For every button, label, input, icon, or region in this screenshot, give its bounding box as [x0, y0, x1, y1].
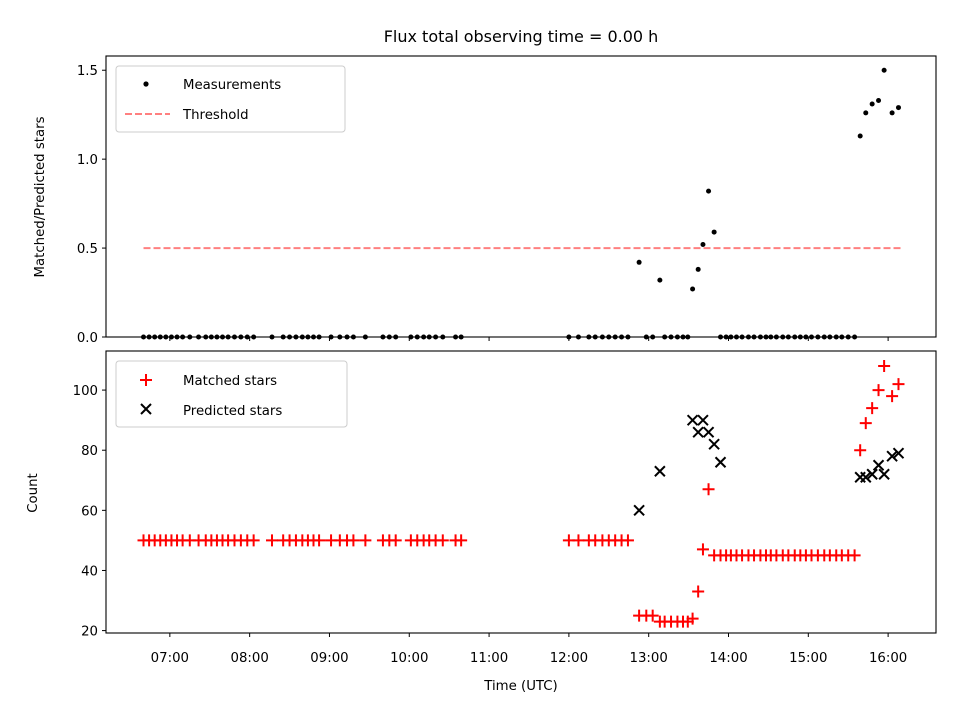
matched-star-point	[359, 534, 372, 547]
x-tick-label: 09:00	[310, 651, 348, 666]
matched-star-point	[866, 402, 879, 415]
predicted-star-point	[860, 471, 872, 483]
predicted-star-point	[886, 450, 898, 462]
top-axes-frame	[105, 55, 937, 338]
bottom-legend-box	[115, 360, 348, 428]
bottom-y-axis: 20 40 60 80 100	[73, 384, 106, 640]
x-tick-label: 13:00	[630, 651, 668, 666]
top-y-tick-label: 0.0	[77, 331, 98, 346]
matched-star-point	[436, 534, 449, 547]
bottom-axes-frame	[105, 350, 937, 634]
top-x-ticks	[169, 337, 889, 341]
matched-star-point	[347, 534, 360, 547]
top-panel: 0.0 0.5 1.0 1.5 Matched/Predicted stars Mea…	[33, 55, 937, 346]
x-tick-label: 11:00	[470, 651, 508, 666]
predicted-star-point	[692, 426, 704, 438]
bottom-y-tick-label: 60	[81, 504, 98, 519]
predicted-star-point	[686, 414, 699, 426]
matched-star-point	[859, 417, 872, 430]
measurement-point	[695, 266, 701, 272]
matched-star-point	[892, 378, 905, 391]
matched-star-point	[854, 444, 867, 457]
top-y-tick-label: 1.5	[77, 64, 98, 79]
bottom-panel: 20 40 60 80 100 07:00 08:00 09:00 10:00 11:00 12:…	[26, 350, 937, 694]
matched-star-point	[455, 534, 468, 547]
x-tick-label: 16:00	[869, 651, 907, 666]
matched-star-point	[313, 534, 326, 547]
matched-star-point	[686, 612, 699, 625]
measurement-point	[869, 101, 875, 107]
bottom-y-tick-label: 80	[81, 444, 98, 459]
chart-title: Flux total observing time = 0.00 h	[384, 27, 659, 46]
top-legend-box	[115, 65, 346, 133]
measurement-point	[690, 286, 696, 292]
matched-star-point	[702, 483, 715, 496]
matched-star-point	[878, 360, 891, 373]
matched-star-point	[646, 609, 659, 622]
predicted-star-point	[892, 447, 905, 459]
legend-matched-label: Matched stars	[183, 374, 277, 389]
x-tick-label: 15:00	[789, 651, 827, 666]
bottom-y-axis-label: Count	[26, 473, 41, 513]
legend-predicted-label: Predicted stars	[183, 404, 282, 419]
predicted-star-point	[697, 414, 709, 426]
measurement-point	[657, 277, 663, 283]
bottom-legend: Matched stars Predicted stars	[115, 360, 348, 428]
top-legend: Measurements Threshold	[115, 65, 346, 133]
matched-star-point	[692, 585, 705, 598]
predicted-star-point	[714, 456, 727, 468]
bottom-y-tick-label: 20	[81, 625, 98, 640]
legend-threshold-label: Threshold	[182, 108, 249, 123]
matched-star-point	[696, 543, 709, 556]
measurement-point	[863, 110, 869, 116]
bottom-y-tick-label: 100	[73, 384, 98, 399]
x-tick-label: 14:00	[709, 651, 747, 666]
bottom-x-axis: 07:00 08:00 09:00 10:00 11:00 12:00 13:00 14:00…	[151, 633, 907, 666]
measurement-point	[711, 229, 717, 235]
x-tick-label: 08:00	[230, 651, 268, 666]
measurement-point	[876, 97, 882, 103]
predicted-star-point	[654, 465, 666, 477]
matched-star-point	[572, 534, 585, 547]
matched-star-point	[266, 534, 278, 547]
top-y-tick-label: 1.0	[77, 153, 98, 168]
x-tick-label: 12:00	[550, 651, 588, 666]
matched-star-point	[886, 390, 899, 403]
predicted-star-point	[708, 438, 720, 450]
measurement-point	[881, 67, 887, 73]
legend-measurements-marker	[143, 81, 149, 87]
predicted-star-point	[866, 468, 878, 480]
predicted-star-point	[633, 504, 645, 517]
x-axis-label: Time (UTC)	[483, 679, 558, 694]
matched-star-point	[848, 549, 861, 562]
x-tick-label: 07:00	[151, 651, 189, 666]
x-tick-label: 10:00	[390, 651, 428, 666]
measurement-point	[706, 188, 712, 194]
bottom-marks	[137, 360, 905, 628]
predicted-star-point	[878, 468, 890, 480]
matched-star-point	[389, 534, 402, 547]
measurement-point	[700, 242, 706, 248]
measurement-point	[636, 259, 642, 265]
predicted-star-point	[872, 459, 885, 471]
matched-star-point	[872, 384, 885, 397]
legend-predicted-marker	[140, 403, 152, 415]
predicted-star-point	[702, 426, 715, 438]
legend-measurements-label: Measurements	[183, 78, 281, 93]
top-y-tick-label: 0.5	[77, 242, 98, 257]
measurement-point	[857, 133, 863, 139]
matched-star-point	[621, 534, 634, 547]
measurement-point	[889, 110, 895, 116]
measurement-point	[895, 105, 901, 111]
bottom-y-tick-label: 40	[81, 564, 98, 579]
top-marks	[141, 67, 902, 340]
top-y-axis: 0.0 0.5 1.0 1.5	[77, 64, 106, 346]
top-y-axis-label: Matched/Predicted stars	[33, 116, 48, 277]
matched-star-point	[247, 534, 260, 547]
legend-matched-marker	[140, 374, 152, 386]
